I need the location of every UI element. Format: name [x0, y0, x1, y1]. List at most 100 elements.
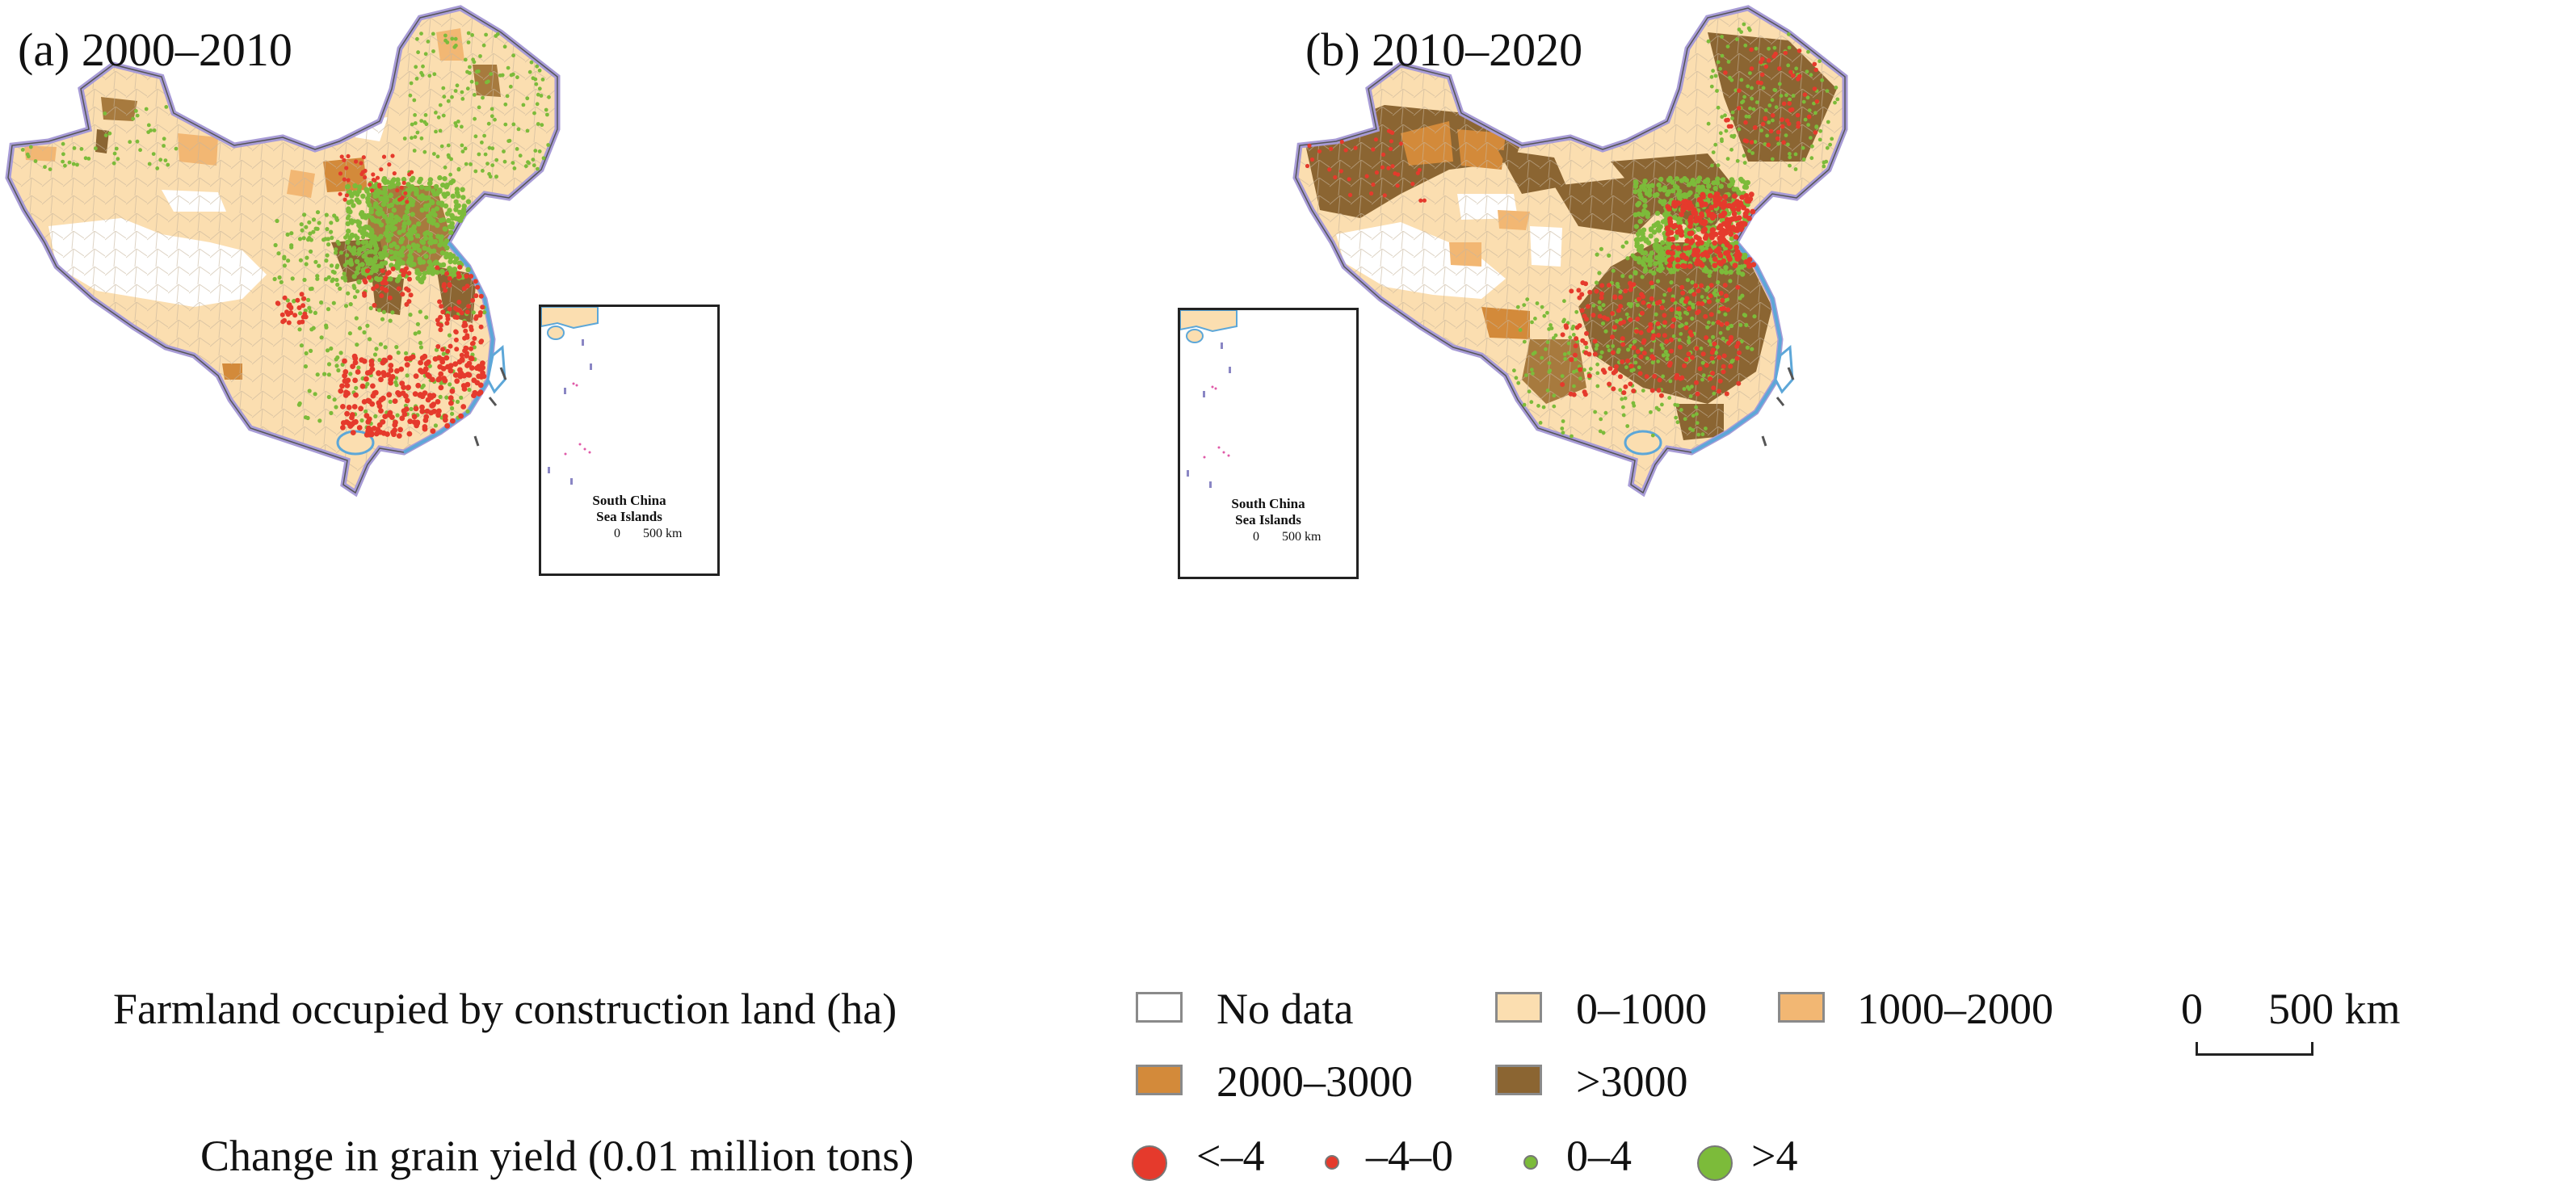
- yield-dot: [404, 351, 409, 355]
- yield-dot: [72, 146, 77, 150]
- yield-dot: [401, 228, 406, 233]
- yield-dot: [295, 297, 300, 303]
- yield-dot: [1679, 193, 1686, 199]
- yield-dot: [423, 52, 428, 57]
- yield-dot: [445, 316, 451, 321]
- yield-dot: [1711, 385, 1717, 391]
- legend-farmland-title: Farmland occupied by construction land (…: [113, 985, 897, 1033]
- yield-dot: [440, 347, 446, 352]
- yield-dot: [1633, 224, 1639, 229]
- yield-dot: [1661, 255, 1666, 260]
- yield-dot: [325, 348, 330, 353]
- yield-dot: [1531, 372, 1535, 376]
- yield-dot: [374, 284, 380, 289]
- yield-dot: [1763, 116, 1767, 121]
- yield-dot: [1670, 179, 1675, 185]
- yield-dot: [1669, 307, 1675, 313]
- yield-dot: [399, 236, 406, 242]
- yield-dot: [1309, 157, 1315, 162]
- yield-dot: [419, 369, 425, 375]
- yield-dot: [135, 139, 140, 144]
- yield-dot: [442, 414, 448, 419]
- yield-dot: [1699, 283, 1704, 288]
- yield-dot: [1720, 212, 1726, 218]
- yield-dot: [1781, 140, 1786, 145]
- yield-dot: [323, 277, 328, 282]
- yield-dot: [1639, 310, 1645, 316]
- yield-dot: [1603, 410, 1608, 415]
- yield-dot: [399, 185, 404, 190]
- yield-dot: [470, 340, 476, 346]
- yield-dot: [155, 166, 160, 170]
- yield-dot: [1710, 227, 1717, 233]
- yield-dot: [317, 221, 321, 225]
- yield-dot: [1709, 84, 1714, 89]
- yield-dot: [1754, 46, 1759, 51]
- yield-dot: [1694, 193, 1700, 199]
- yield-dot: [1594, 288, 1599, 294]
- yield-dot: [340, 420, 347, 426]
- yield-dot: [385, 271, 390, 276]
- yield-dot: [1754, 100, 1759, 104]
- yield-dot: [1724, 128, 1729, 133]
- yield-dot: [480, 141, 484, 145]
- yield-dot: [1740, 100, 1744, 105]
- yield-dot: [449, 388, 456, 394]
- yield-dot: [441, 376, 447, 381]
- yield-dot: [406, 244, 412, 250]
- yield-dot: [1566, 341, 1571, 346]
- yield-dot: [94, 146, 98, 151]
- yield-dot: [457, 264, 463, 270]
- yield-dot: [1574, 336, 1579, 342]
- yield-dot: [1666, 206, 1672, 212]
- yield-dot: [1613, 364, 1619, 369]
- yield-dot: [1771, 118, 1775, 123]
- yield-dot: [477, 105, 481, 110]
- yield-dot: [390, 153, 395, 158]
- yield-dot: [1347, 192, 1353, 197]
- yield-dot: [1717, 238, 1723, 245]
- yield-dot: [465, 86, 470, 91]
- yield-dot: [1644, 374, 1649, 380]
- yield-dot: [536, 92, 540, 97]
- yield-dot: [1560, 382, 1565, 387]
- yield-dot: [1665, 231, 1671, 237]
- yield-dot: [490, 163, 495, 168]
- yield-dot: [1656, 228, 1662, 233]
- yield-dot: [331, 300, 336, 305]
- yield-dot: [1529, 368, 1534, 372]
- yield-dot: [301, 236, 306, 241]
- yield-dot: [1725, 44, 1730, 48]
- yield-dot: [1742, 313, 1748, 318]
- yield-dot: [482, 133, 486, 138]
- yield-dot: [368, 257, 373, 263]
- yield-dot: [1522, 339, 1527, 344]
- yield-dot: [464, 162, 469, 166]
- yield-dot: [385, 431, 390, 437]
- yield-dot: [273, 242, 278, 248]
- yield-dot: [1659, 305, 1665, 310]
- yield-dot: [1672, 223, 1679, 229]
- yield-dot: [441, 351, 446, 356]
- yield-dot: [1725, 297, 1729, 302]
- yield-dot: [436, 376, 443, 382]
- yield-dot: [1621, 319, 1627, 325]
- yield-dot: [428, 236, 434, 242]
- yield-dot: [1728, 231, 1734, 237]
- yield-dot: [1693, 217, 1699, 224]
- yield-dot: [1660, 240, 1666, 246]
- yield-dot: [332, 397, 337, 402]
- yield-dot: [1599, 295, 1604, 300]
- yield-dot: [355, 369, 361, 375]
- yield-dot: [1825, 89, 1830, 93]
- yield-dot: [456, 120, 460, 124]
- yield-dot: [1744, 114, 1749, 119]
- yield-dot: [1594, 280, 1599, 285]
- yield-dot: [455, 83, 460, 88]
- yield-dot: [1737, 252, 1742, 258]
- yield-dot: [443, 288, 448, 293]
- yield-dot: [454, 347, 460, 352]
- yield-dot: [460, 187, 465, 192]
- yield-dot: [1695, 252, 1701, 258]
- yield-dot: [415, 36, 419, 41]
